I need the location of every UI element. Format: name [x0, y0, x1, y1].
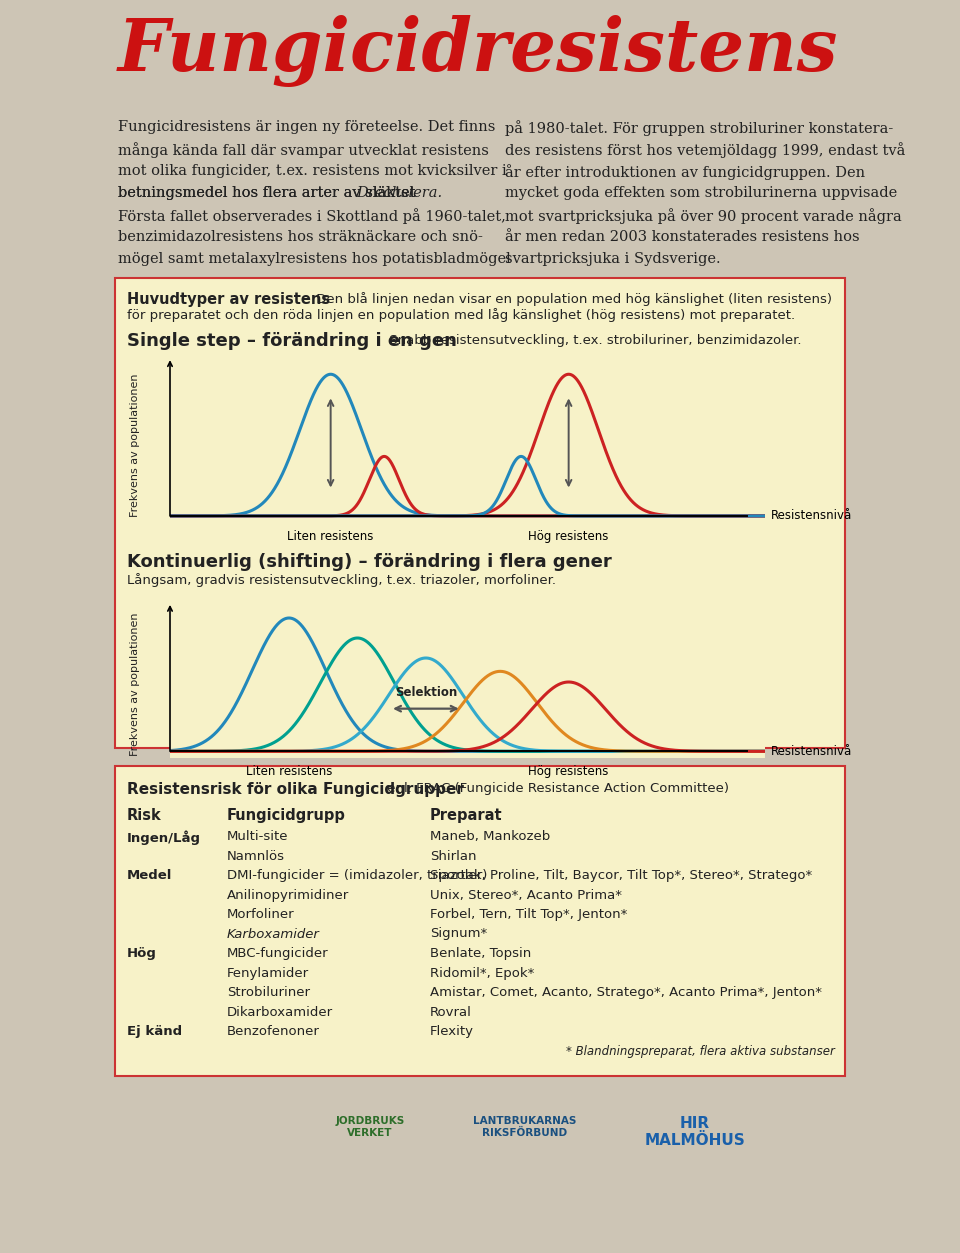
Text: Risk: Risk: [127, 808, 161, 823]
Text: Resistensnivå: Resistensnivå: [771, 744, 852, 758]
Text: Huvudtyper av resistens: Huvudtyper av resistens: [127, 292, 330, 307]
Text: mot svartpricksjuka på över 90 procent varade några: mot svartpricksjuka på över 90 procent v…: [505, 208, 901, 224]
Text: Multi-site: Multi-site: [227, 829, 289, 843]
Text: Frekvens av populationen: Frekvens av populationen: [131, 373, 140, 516]
Text: Benzofenoner: Benzofenoner: [227, 1025, 320, 1037]
Text: DMI-fungicider = (imidazoler, triazoler): DMI-fungicider = (imidazoler, triazoler): [227, 870, 488, 882]
Text: Forbel, Tern, Tilt Top*, Jenton*: Forbel, Tern, Tilt Top*, Jenton*: [430, 908, 628, 921]
Text: Ridomil*, Epok*: Ridomil*, Epok*: [430, 966, 535, 980]
Text: MBC-fungicider: MBC-fungicider: [227, 947, 328, 960]
Text: år efter introduktionen av fungicidgruppen. Den: år efter introduktionen av fungicidgrupp…: [505, 164, 865, 180]
Text: Fungicidresistens är ingen ny företeelse. Det finns: Fungicidresistens är ingen ny företeelse…: [118, 120, 495, 134]
Text: enl. FRAC (Fungicide Resistance Action Committee): enl. FRAC (Fungicide Resistance Action C…: [383, 782, 729, 794]
Text: Benlate, Topsin: Benlate, Topsin: [430, 947, 531, 960]
Text: Ej känd: Ej känd: [127, 1025, 182, 1037]
Text: betningsmedel hos flera arter av släktet Drechslera: betningsmedel hos flera arter av släktet…: [118, 185, 502, 200]
Text: HIR
MALMÖHUS: HIR MALMÖHUS: [644, 1116, 745, 1149]
Text: år men redan 2003 konstaterades resistens hos: år men redan 2003 konstaterades resisten…: [505, 231, 859, 244]
Text: Resistensrisk för olika Fungicidgrupper: Resistensrisk för olika Fungicidgrupper: [127, 782, 464, 797]
Text: Fenylamider: Fenylamider: [227, 966, 309, 980]
Text: Ingen/Låg: Ingen/Låg: [127, 829, 201, 845]
Text: mycket goda effekten som strobilurinerna uppvisade: mycket goda effekten som strobilurinerna…: [505, 185, 898, 200]
Text: Single step – förändring i en gen: Single step – förändring i en gen: [127, 332, 457, 350]
Text: Sportak, Proline, Tilt, Baycor, Tilt Top*, Stereo*, Stratego*: Sportak, Proline, Tilt, Baycor, Tilt Top…: [430, 870, 812, 882]
Text: Liten resistens: Liten resistens: [287, 530, 373, 543]
Text: Frekvens av populationen: Frekvens av populationen: [131, 613, 140, 757]
Text: * Blandningspreparat, flera aktiva substanser: * Blandningspreparat, flera aktiva subst…: [566, 1045, 835, 1058]
Text: svartpricksjuka i Sydsverige.: svartpricksjuka i Sydsverige.: [505, 252, 721, 266]
Text: Snabb resistensutveckling, t.ex. strobiluriner, benzimidazoler.: Snabb resistensutveckling, t.ex. strobil…: [385, 335, 802, 347]
Text: LANTBRUKARNAS
RIKSFÖRBUND: LANTBRUKARNAS RIKSFÖRBUND: [473, 1116, 577, 1138]
Text: Långsam, gradvis resistensutveckling, t.ex. triazoler, morfoliner.: Långsam, gradvis resistensutveckling, t.…: [127, 573, 556, 586]
Text: Signum*: Signum*: [430, 927, 488, 941]
Text: mögel samt metalaxylresistens hos potatisbladmögel: mögel samt metalaxylresistens hos potati…: [118, 252, 511, 266]
Bar: [115, 278, 845, 748]
Text: Drechslera.: Drechslera.: [356, 185, 442, 200]
Text: Anilinopyrimidiner: Anilinopyrimidiner: [227, 888, 349, 901]
Text: des resistens först hos vetemjöldagg 1999, endast två: des resistens först hos vetemjöldagg 199…: [505, 142, 905, 158]
Text: Strobiluriner: Strobiluriner: [227, 986, 310, 999]
Text: Maneb, Mankozeb: Maneb, Mankozeb: [430, 829, 550, 843]
Text: Första fallet observerades i Skottland på 1960-talet,: Första fallet observerades i Skottland p…: [118, 208, 506, 224]
Text: Selektion: Selektion: [395, 687, 457, 699]
Text: Hög resistens: Hög resistens: [528, 530, 609, 543]
Text: Namnlös: Namnlös: [227, 850, 285, 862]
Text: många kända fall där svampar utvecklat resistens: många kända fall där svampar utvecklat r…: [118, 142, 489, 158]
Text: för preparatet och den röda linjen en population med låg känslighet (hög resiste: för preparatet och den röda linjen en po…: [127, 308, 795, 322]
Text: mot olika fungicider, t.ex. resistens mot kvicksilver i: mot olika fungicider, t.ex. resistens mo…: [118, 164, 507, 178]
Text: Unix, Stereo*, Acanto Prima*: Unix, Stereo*, Acanto Prima*: [430, 888, 622, 901]
Text: Karboxamider: Karboxamider: [227, 927, 320, 941]
Text: Fungicidgrupp: Fungicidgrupp: [227, 808, 346, 823]
Text: Medel: Medel: [127, 870, 173, 882]
Text: Hög resistens: Hög resistens: [528, 764, 609, 778]
Text: Liten resistens: Liten resistens: [246, 764, 332, 778]
Text: Preparat: Preparat: [430, 808, 503, 823]
Bar: [115, 766, 845, 1076]
Text: Shirlan: Shirlan: [430, 850, 476, 862]
Text: på 1980-talet. För gruppen strobiluriner konstatera-: på 1980-talet. För gruppen strobiluriner…: [505, 120, 893, 135]
Text: benzimidazolresistens hos sträknäckare och snö-: benzimidazolresistens hos sträknäckare o…: [118, 231, 483, 244]
Text: Amistar, Comet, Acanto, Stratego*, Acanto Prima*, Jenton*: Amistar, Comet, Acanto, Stratego*, Acant…: [430, 986, 822, 999]
Text: Dikarboxamider: Dikarboxamider: [227, 1005, 333, 1019]
Text: Hög: Hög: [127, 947, 156, 960]
Text: Fungicidresistens: Fungicidresistens: [118, 15, 838, 86]
Text: Flexity: Flexity: [430, 1025, 474, 1037]
Text: Den blå linjen nedan visar en population med hög känslighet (liten resistens): Den blå linjen nedan visar en population…: [312, 292, 832, 306]
Text: betningsmedel hos flera arter av släktet: betningsmedel hos flera arter av släktet: [118, 185, 420, 200]
Text: Kontinuerlig (shifting) – förändring i flera gener: Kontinuerlig (shifting) – förändring i f…: [127, 553, 612, 571]
Text: betningsmedel hos flera arter av släktet: betningsmedel hos flera arter av släktet: [118, 185, 420, 200]
Text: Rovral: Rovral: [430, 1005, 472, 1019]
Text: Resistensnivå: Resistensnivå: [771, 510, 852, 523]
Text: Morfoliner: Morfoliner: [227, 908, 295, 921]
Text: JORDBRUKS
VERKET: JORDBRUKS VERKET: [335, 1116, 404, 1138]
